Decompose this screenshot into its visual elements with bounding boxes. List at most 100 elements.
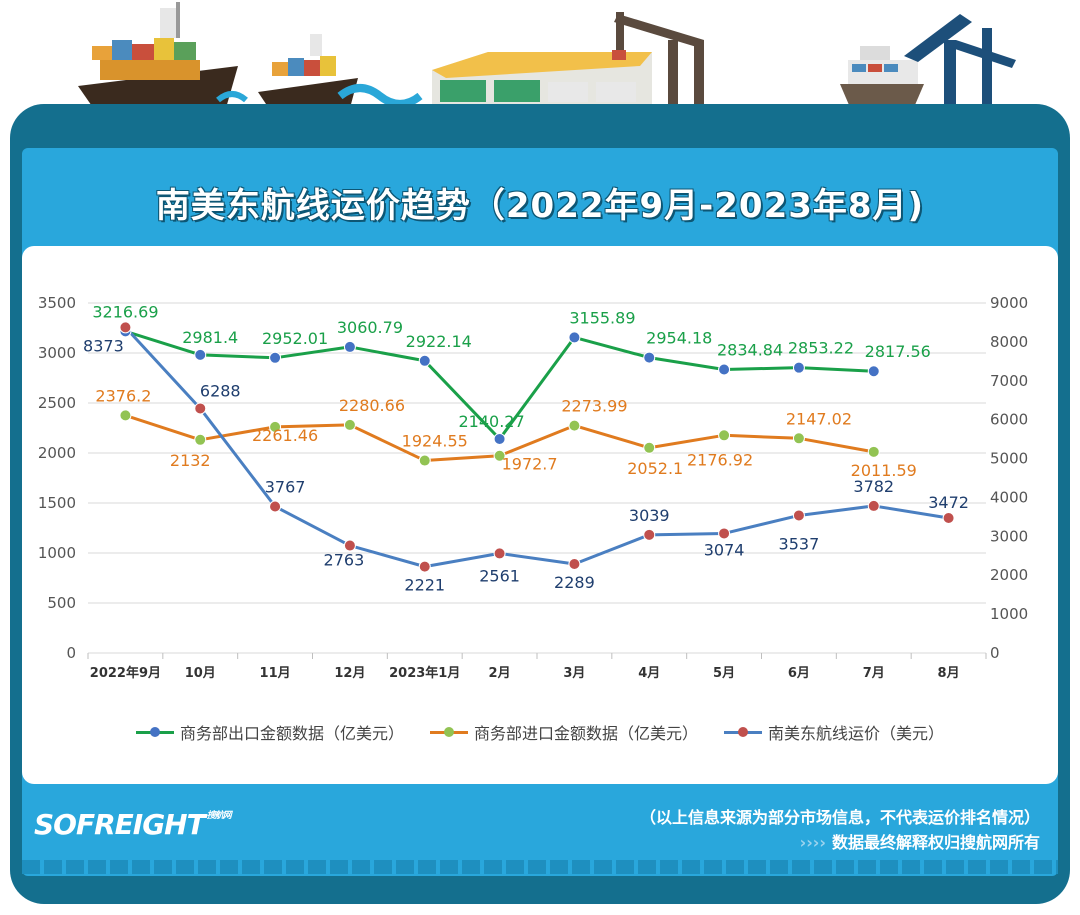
cargo-ship-small-icon xyxy=(258,34,358,110)
right-axis-tick-label: 8000 xyxy=(990,333,1028,351)
data-point-freight xyxy=(942,511,955,524)
data-point-export xyxy=(867,365,880,378)
data-label-import: 2376.2 xyxy=(95,386,151,405)
data-label-export: 2834.84 xyxy=(717,341,783,360)
chart-legend: 商务部出口金额数据（亿美元） 商务部进口金额数据（亿美元） 南美东航线运价（美元… xyxy=(22,720,1058,744)
data-point-export xyxy=(194,348,207,361)
data-label-export: 2922.14 xyxy=(406,332,472,351)
right-axis-tick-label: 2000 xyxy=(990,566,1028,584)
legend-item-import: 商务部进口金额数据（亿美元） xyxy=(429,720,698,744)
data-label-freight: 3074 xyxy=(704,540,745,559)
data-label-export: 3060.79 xyxy=(337,318,403,337)
data-point-import xyxy=(792,432,805,445)
right-axis-tick-label: 6000 xyxy=(990,411,1028,429)
x-axis-tick-label: 2022年9月 xyxy=(90,665,161,681)
data-label-import: 2261.46 xyxy=(252,426,318,445)
data-label-export: 2952.01 xyxy=(262,329,328,348)
data-point-import xyxy=(343,418,356,431)
data-point-freight xyxy=(119,321,132,334)
right-axis-tick-label: 7000 xyxy=(990,372,1028,390)
gantry-crane-icon xyxy=(612,12,704,104)
data-point-import xyxy=(269,420,282,433)
right-axis-tick-label: 0 xyxy=(990,644,1000,662)
data-point-export xyxy=(418,354,431,367)
data-label-import: 2176.92 xyxy=(687,450,753,469)
data-label-export: 2981.4 xyxy=(182,328,238,347)
data-label-import: 1924.55 xyxy=(402,432,468,451)
series-line-freight xyxy=(124,326,949,569)
legend-freight-swatch xyxy=(724,725,762,739)
right-axis-tick-label: 3000 xyxy=(990,527,1028,545)
data-label-import: 2280.66 xyxy=(339,396,405,415)
page-title: 南美东航线运价趋势（2022年9月-2023年8月) xyxy=(155,186,925,226)
legend-import-swatch xyxy=(429,725,468,739)
data-label-import: 2273.99 xyxy=(561,397,627,416)
data-point-freight xyxy=(792,509,805,522)
data-label-import: 1972.7 xyxy=(502,455,558,474)
data-point-import xyxy=(568,419,581,432)
data-point-freight xyxy=(269,500,282,513)
x-axis-tick-label: 4月 xyxy=(638,666,660,681)
x-axis-tick-label: 12月 xyxy=(334,666,365,681)
data-point-freight xyxy=(493,547,506,560)
data-point-export xyxy=(643,351,656,364)
rights-note: ›››› 数据最终解释权归搜航网所有 xyxy=(800,829,1040,853)
legend-export-label: 商务部出口金额数据（亿美元） xyxy=(179,724,404,743)
legend-export-swatch xyxy=(135,725,174,739)
left-axis-tick-label: 3000 xyxy=(38,344,76,362)
data-label-import: 2147.02 xyxy=(786,409,852,428)
left-axis-tick-label: 2500 xyxy=(38,394,76,412)
data-point-import xyxy=(493,449,506,462)
data-label-freight: 6288 xyxy=(200,381,241,400)
data-label-import: 2052.1 xyxy=(627,459,683,478)
data-label-export: 2140.27 xyxy=(458,412,524,431)
x-axis-tick-label: 10月 xyxy=(185,666,216,681)
data-label-freight: 2221 xyxy=(404,576,445,595)
warehouse-icon xyxy=(432,52,652,104)
data-point-export xyxy=(493,432,506,445)
x-axis-tick-label: 2月 xyxy=(489,666,511,681)
legend-item-export: 商务部出口金额数据（亿美元） xyxy=(135,720,404,744)
data-point-import xyxy=(194,433,207,446)
bottom-stripe xyxy=(22,860,1058,874)
data-label-export: 2853.22 xyxy=(788,339,854,358)
data-point-export xyxy=(792,361,805,374)
data-point-freight xyxy=(418,560,431,573)
x-axis-tick-label: 6月 xyxy=(788,666,810,681)
left-axis-tick-label: 2000 xyxy=(38,444,76,462)
data-point-export xyxy=(718,363,731,376)
data-point-freight xyxy=(343,539,356,552)
brand-logo: SOFREIGHT 搜航网 xyxy=(34,808,232,841)
data-label-freight: 3782 xyxy=(853,477,894,496)
data-point-import xyxy=(119,409,132,422)
x-axis-tick-label: 8月 xyxy=(938,666,960,681)
data-point-freight xyxy=(867,499,880,512)
left-axis-tick-label: 1500 xyxy=(38,494,76,512)
data-label-freight: 3537 xyxy=(779,534,820,553)
data-point-import xyxy=(643,441,656,454)
left-axis-tick-label: 0 xyxy=(66,644,76,662)
data-label-freight: 2763 xyxy=(324,551,365,570)
data-label-export: 3216.69 xyxy=(92,302,158,321)
cargo-ship-large-icon xyxy=(78,2,238,112)
x-axis-tick-label: 5月 xyxy=(713,666,735,681)
data-label-export: 2817.56 xyxy=(865,342,931,361)
legend-import-label: 商务部进口金额数据（亿美元） xyxy=(473,724,698,743)
left-axis-tick-label: 1000 xyxy=(38,544,76,562)
data-point-export xyxy=(269,351,282,364)
left-axis-tick-label: 500 xyxy=(47,594,76,612)
right-axis-tick-label: 9000 xyxy=(990,294,1028,312)
left-axis-tick-label: 3500 xyxy=(38,294,76,312)
right-axis-tick-label: 4000 xyxy=(990,488,1028,506)
data-point-freight xyxy=(568,557,581,570)
data-point-export xyxy=(343,340,356,353)
legend-item-freight: 南美东航线运价（美元） xyxy=(724,720,944,744)
rights-text: 数据最终解释权归搜航网所有 xyxy=(831,833,1040,852)
right-axis-tick-label: 5000 xyxy=(990,450,1028,468)
source-note: （以上信息来源为部分市场信息，不代表运价排名情况） xyxy=(639,808,1040,827)
port-crane-right-icon xyxy=(904,14,1016,112)
data-point-export xyxy=(568,331,581,344)
data-label-freight: 2289 xyxy=(554,573,595,592)
